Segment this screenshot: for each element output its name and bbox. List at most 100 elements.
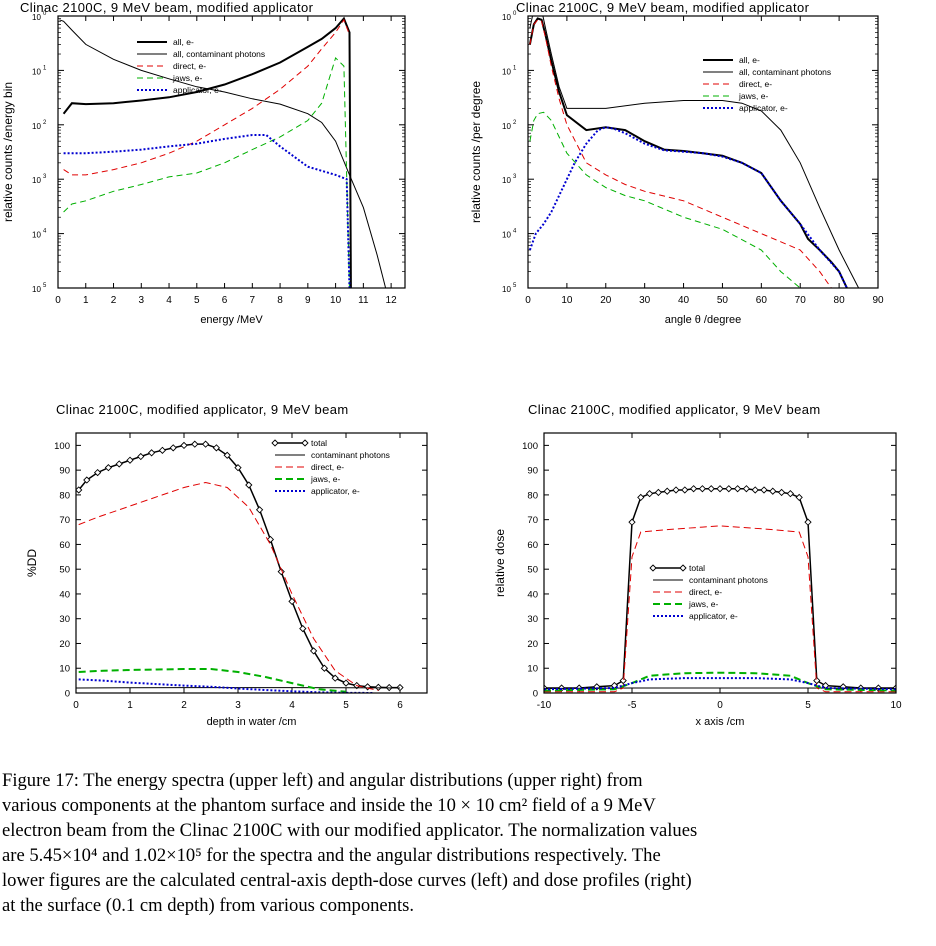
x-tick-label: 5 (194, 295, 200, 306)
data-point (201, 440, 210, 448)
y-tick-label: 90 (59, 466, 70, 477)
angular-distribution-chart: Clinac 2100C, 9 MeV beam, modified appli… (468, 0, 936, 330)
legend-label: direct, e- (689, 587, 722, 597)
legend-marker (271, 439, 279, 447)
data-point (619, 676, 627, 685)
y-tick-label: 10 (32, 13, 41, 22)
legend-label: jaws, e- (688, 599, 718, 609)
legend-label: total (311, 438, 327, 448)
legend-label: total (689, 563, 705, 573)
x-axis-label: depth in water /cm (207, 716, 297, 728)
data-point (628, 518, 636, 526)
data-point (742, 485, 751, 493)
y-axis-label: relative dose (493, 529, 507, 597)
series-group (528, 16, 871, 288)
data-point (147, 449, 156, 457)
y-tick-label: 50 (59, 565, 70, 576)
series-line (78, 443, 400, 689)
x-tick-label: 0 (717, 700, 723, 711)
x-tick-label: 1 (127, 700, 133, 711)
x-tick-label: 7 (250, 295, 256, 306)
depth-dose-chart: Clinac 2100C, modified applicator, 9 MeV… (0, 400, 468, 735)
legend-label: applicator, e- (739, 103, 788, 113)
y-tick-label: 30 (59, 614, 70, 625)
legend-marker (301, 439, 309, 447)
y-tick-exponent: 3 (513, 174, 517, 180)
series-line (528, 17, 848, 288)
chart-title: Clinac 2100C, 9 MeV beam, modified appli… (20, 0, 314, 15)
y-tick-label: 80 (527, 490, 538, 501)
y-tick-exponent: 4 (43, 229, 47, 235)
data-point (191, 440, 199, 448)
series-line (529, 111, 808, 288)
data-point (255, 506, 264, 514)
y-tick-label: 0 (65, 689, 70, 700)
data-point (309, 647, 318, 655)
y-tick-exponent: 0 (43, 11, 47, 17)
figure-caption: Figure 17: The energy spectra (upper lef… (2, 768, 936, 918)
data-point (299, 624, 307, 633)
y-tick-label: 100 (54, 441, 70, 452)
data-point (654, 488, 663, 497)
caption-line: Figure 17: The energy spectra (upper lef… (2, 770, 643, 791)
y-axis-label: relative counts /per degree (469, 81, 483, 223)
legend-marker (679, 564, 687, 572)
y-tick-label: 10 (32, 67, 41, 76)
x-tick-label: 6 (222, 295, 228, 306)
x-tick-label: 40 (678, 295, 690, 306)
legend-label: direct, e- (311, 462, 344, 472)
data-point (331, 674, 339, 682)
x-tick-label: 3 (235, 700, 241, 711)
series-line (63, 56, 350, 288)
x-axis-label: x axis /cm (696, 716, 745, 728)
legend-label: jaws, e- (172, 73, 202, 83)
legend-label: all, e- (739, 55, 760, 65)
y-tick-exponent: 2 (43, 120, 47, 126)
chart-title: Clinac 2100C, 9 MeV beam, modified appli… (516, 0, 810, 15)
x-tick-label: 5 (343, 700, 349, 711)
x-tick-label: -10 (537, 700, 552, 711)
x-tick-label: 2 (181, 700, 187, 711)
series-group (59, 16, 387, 288)
y-tick-label: 10 (32, 176, 41, 185)
x-tick-label: 4 (166, 295, 172, 306)
data-point (769, 487, 777, 495)
y-tick-label: 10 (527, 664, 538, 675)
y-tick-label: 10 (32, 122, 41, 131)
series-line (544, 677, 896, 691)
legend-label: applicator, e- (311, 486, 360, 496)
data-point (115, 460, 123, 468)
y-tick-exponent: 3 (43, 174, 47, 180)
plot-frame (527, 15, 879, 289)
y-tick-label: 10 (59, 664, 70, 675)
y-tick-label: 60 (527, 540, 538, 551)
y-tick-label: 40 (527, 589, 538, 600)
x-tick-label: 50 (717, 295, 729, 306)
y-tick-label: 50 (527, 565, 538, 576)
x-tick-label: 4 (289, 700, 295, 711)
series-line (78, 678, 374, 693)
y-tick-label: 10 (32, 231, 41, 240)
data-point (813, 676, 821, 685)
data-point (760, 486, 768, 494)
x-tick-label: 10 (330, 295, 342, 306)
data-point (288, 597, 296, 606)
series-group (544, 485, 896, 693)
legend-label: direct, e- (173, 61, 206, 71)
data-point (83, 476, 91, 484)
legend-label: all, e- (173, 37, 194, 47)
data-point (751, 486, 759, 494)
x-tick-label: 8 (277, 295, 283, 306)
legend-label: all, contaminant photons (173, 49, 265, 59)
data-point (104, 464, 113, 472)
series-line (78, 481, 379, 691)
y-tick-label: 10 (502, 13, 511, 22)
data-point (777, 488, 786, 497)
data-point (663, 487, 671, 495)
caption-line: various components at the phantom surfac… (2, 795, 656, 816)
y-tick-label: 100 (522, 441, 538, 452)
data-point (698, 485, 707, 493)
data-point (786, 490, 795, 498)
